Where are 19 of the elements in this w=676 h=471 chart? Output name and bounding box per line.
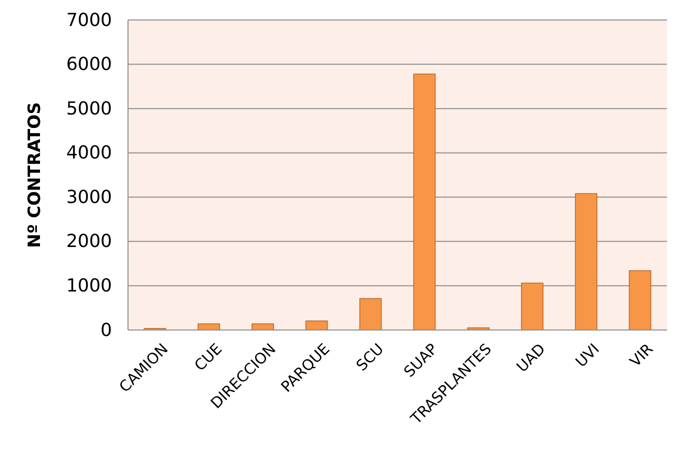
y-tick-label: 0 — [100, 320, 112, 341]
y-tick-label: 3000 — [66, 186, 112, 208]
bar — [252, 323, 274, 330]
y-axis-title: Nº CONTRATOS — [25, 102, 45, 248]
bar — [305, 320, 328, 330]
y-tick-label: 1000 — [66, 275, 112, 296]
y-tick-label: 5000 — [66, 98, 112, 120]
y-tick-label: 7000 — [66, 10, 112, 31]
y-tick-label: 2000 — [66, 231, 112, 252]
bar — [413, 74, 436, 330]
y-tick-label: 4000 — [66, 142, 112, 164]
bar — [521, 282, 544, 330]
x-tick-label: VIR — [626, 340, 657, 370]
bar — [574, 193, 598, 330]
x-tick-label: UVI — [572, 340, 603, 371]
bar — [359, 298, 382, 330]
bar — [628, 270, 652, 330]
y-tick-label: 6000 — [66, 54, 112, 76]
bar — [198, 323, 220, 330]
